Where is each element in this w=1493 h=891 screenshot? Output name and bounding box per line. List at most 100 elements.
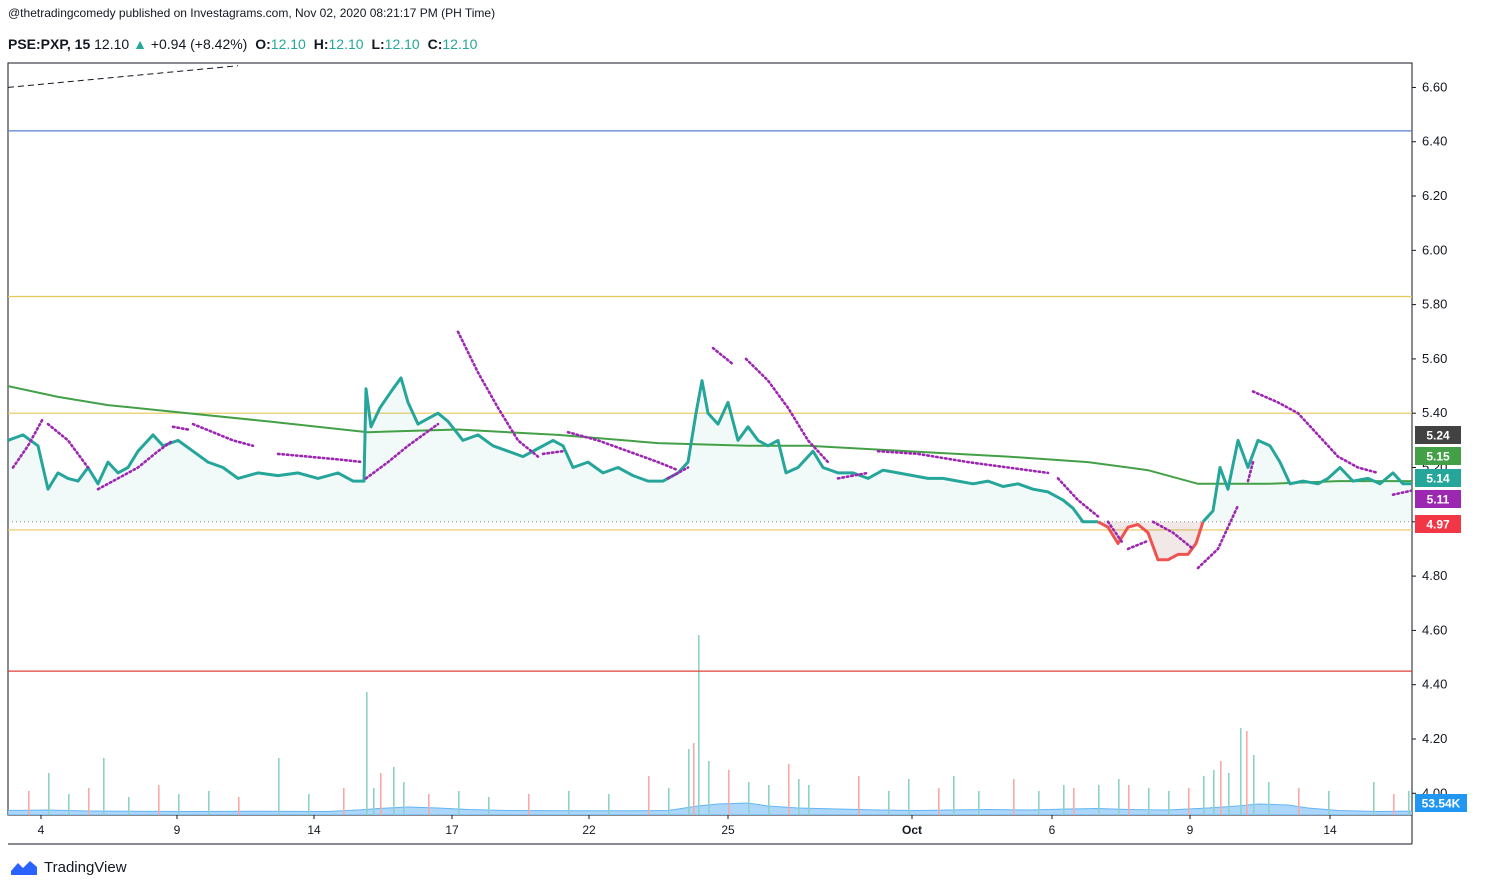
psar-segment: [11, 417, 45, 469]
volume-bar: [373, 788, 375, 815]
y-tick-label: 6.60: [1422, 79, 1447, 94]
y-tick-label: 4.40: [1422, 677, 1447, 692]
volume-bar: [858, 776, 860, 815]
low-value: 12.10: [384, 36, 420, 52]
volume-bar: [178, 794, 180, 815]
plot-frame: [7, 62, 1413, 816]
tradingview-logo-icon: [11, 861, 37, 875]
psar-segment: [1056, 477, 1100, 518]
brand-name: TradingView: [44, 858, 127, 876]
volume-bar: [366, 692, 368, 815]
x-tick-label: Oct: [902, 823, 922, 837]
price-tag: [1415, 469, 1461, 487]
psar-segment: [711, 346, 735, 366]
y-tick-label: 6.20: [1422, 188, 1447, 203]
x-tick-label: 14: [307, 823, 321, 837]
psar-segment: [1251, 390, 1380, 475]
psar-segment: [46, 422, 90, 469]
x-tick-label: 22: [582, 823, 596, 837]
volume-bar: [698, 635, 700, 815]
volume-bar: [343, 788, 345, 815]
volume-bar: [908, 779, 910, 815]
x-tick-label: 9: [1187, 823, 1194, 837]
volume-bar: [608, 794, 610, 815]
published-caption: @thetradingcomedy published on Investagr…: [8, 6, 496, 20]
high-value: 12.10: [328, 36, 364, 52]
price-tag: [1415, 515, 1461, 533]
volume-bar: [1298, 788, 1300, 815]
volume-bar: [428, 794, 430, 815]
x-tick-label: 25: [721, 823, 735, 837]
low-label: L:: [371, 36, 385, 52]
price-tag: [1415, 426, 1461, 444]
y-tick-label: 5.80: [1422, 297, 1447, 312]
y-tick-label: 5.40: [1422, 405, 1447, 420]
symbol-label: PSE:PXP, 15: [8, 36, 91, 52]
volume-bar: [1203, 776, 1205, 815]
y-tick-label: 6.40: [1422, 134, 1447, 149]
x-tick-label: 14: [1323, 823, 1337, 837]
volume-bar: [693, 743, 695, 815]
y-tick-label: 4.80: [1422, 568, 1447, 583]
volume-bar: [768, 785, 770, 815]
price-tag-label: 5.24: [1426, 429, 1450, 443]
psar-segment: [364, 422, 440, 480]
price-baseline-fill: [8, 377, 1412, 560]
price-tag-label: 4.97: [1426, 518, 1450, 532]
volume-bar: [488, 797, 490, 815]
volume-bar: [648, 776, 650, 815]
price-tag-label: 5.11: [1427, 493, 1450, 507]
psar-segment: [1151, 520, 1195, 551]
volume-bar: [458, 791, 460, 815]
volume-bar: [1220, 761, 1222, 815]
volume-bar: [938, 788, 940, 815]
psar-segment: [191, 422, 255, 448]
volume-bar: [1240, 728, 1242, 815]
x-tick-label: 4: [38, 823, 45, 837]
psar-segment: [1106, 520, 1125, 545]
volume-bar: [1246, 731, 1248, 815]
volume-bar: [798, 779, 800, 815]
psar-segment: [1196, 504, 1240, 570]
volume-bar: [1228, 773, 1230, 815]
volume-bar: [1063, 785, 1065, 815]
volume-bar: [748, 782, 750, 815]
y-tick-label: 6.00: [1422, 242, 1447, 257]
volume-bar: [238, 797, 240, 815]
volume-bar: [1408, 791, 1410, 815]
up-arrow-icon: ▲: [133, 36, 147, 52]
close-value: 12.10: [442, 36, 478, 52]
open-label: O:: [255, 36, 271, 52]
volume-bar: [28, 791, 30, 815]
price-tag: [1415, 490, 1461, 508]
volume-bar: [103, 758, 105, 815]
volume-bar: [1188, 788, 1190, 815]
close-label: C:: [427, 36, 443, 52]
volume-bar: [1098, 785, 1100, 815]
x-tick-label: 9: [174, 823, 181, 837]
psar-segment: [836, 471, 870, 480]
psar-segment: [1246, 460, 1255, 483]
volume-bar: [1038, 791, 1040, 815]
psar-segment: [566, 430, 680, 472]
x-tick-label: 6: [1049, 823, 1056, 837]
psar-segment: [876, 449, 1050, 475]
price-change: +0.94 (+8.42%): [150, 36, 248, 52]
volume-bar: [1373, 782, 1375, 815]
psar-segment: [541, 449, 565, 456]
volume-bar: [1393, 794, 1395, 815]
tradingview-logo[interactable]: TradingView: [10, 858, 127, 876]
trendline: [8, 65, 239, 88]
volume-bar: [128, 797, 130, 815]
price-line-below: [1097, 520, 1205, 562]
moving-average-line: [8, 385, 1412, 485]
volume-bar: [953, 776, 955, 815]
y-tick-label: 5.60: [1422, 351, 1447, 366]
volume-bar: [1168, 791, 1170, 815]
volume-bar: [278, 758, 280, 815]
price-tag-label: 5.14: [1426, 472, 1450, 486]
psar-segment: [171, 425, 190, 431]
volume-bar: [888, 791, 890, 815]
psar-segment: [456, 330, 540, 458]
